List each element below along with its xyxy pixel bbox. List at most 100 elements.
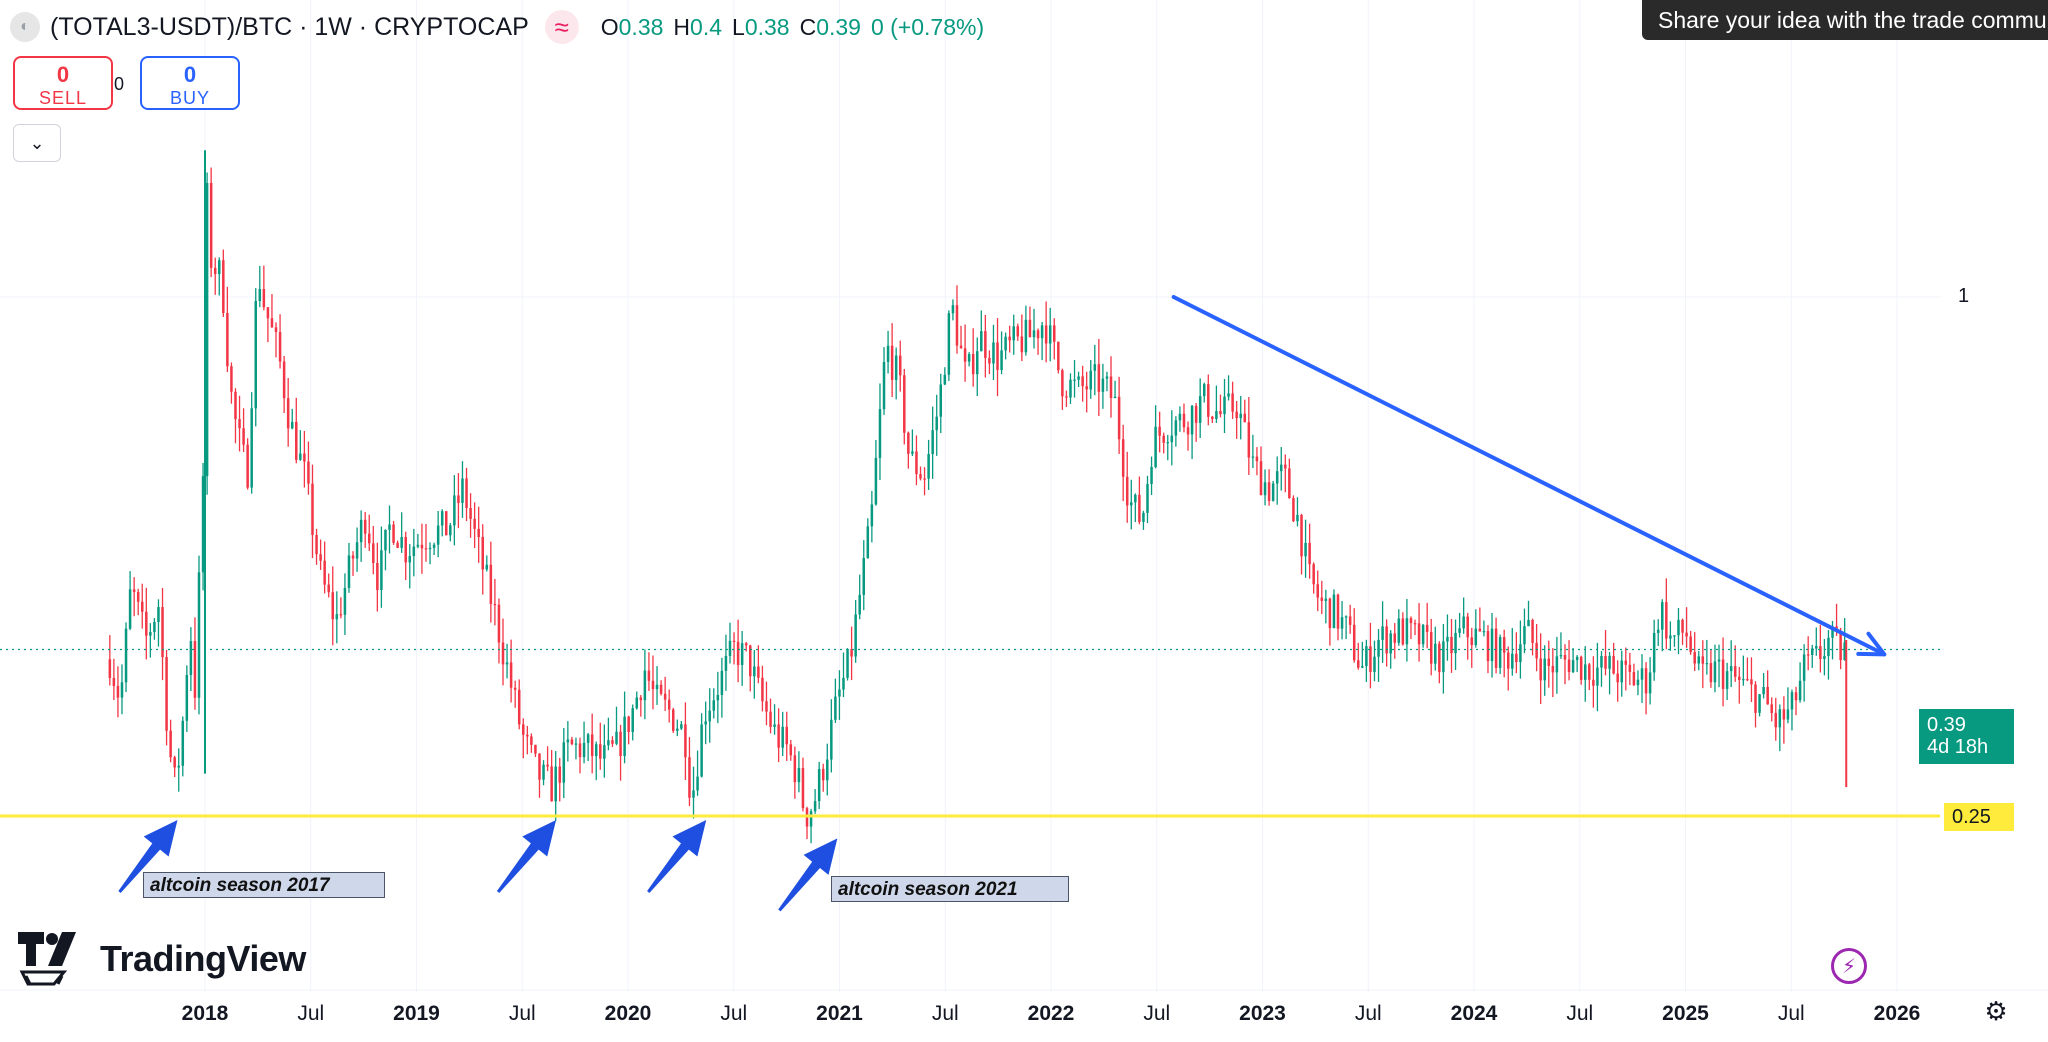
- candle-body: [278, 332, 282, 362]
- candle-body: [424, 548, 428, 550]
- candle-body: [303, 453, 306, 462]
- candle-body: [663, 693, 667, 700]
- candle-body: [1458, 628, 1461, 633]
- candle-body: [1057, 341, 1060, 371]
- candle-body: [509, 662, 513, 688]
- candle-body: [157, 607, 160, 623]
- candle-body: [1506, 652, 1510, 669]
- candle-body: [392, 524, 395, 543]
- candle-body: [1251, 456, 1255, 458]
- candle-body: [894, 355, 898, 380]
- candle-body: [149, 631, 152, 636]
- candle-body: [574, 743, 578, 745]
- candle-body: [1466, 616, 1469, 638]
- arrow-shape: [118, 820, 178, 893]
- candle-body: [1227, 393, 1230, 397]
- candle-body: [1223, 396, 1226, 415]
- collapse-legend-button[interactable]: ⌄: [13, 124, 61, 162]
- candle-body: [1381, 626, 1384, 640]
- candle-body: [185, 674, 189, 721]
- candle-body: [1644, 668, 1648, 694]
- candle-body: [1271, 483, 1275, 501]
- time-axis-tick-label: Jul: [720, 1002, 747, 1025]
- candle-body: [1190, 405, 1194, 435]
- candle-body: [1296, 514, 1299, 522]
- candle-body: [1279, 464, 1283, 472]
- candle-body: [1316, 584, 1319, 598]
- candle-body: [1328, 598, 1332, 629]
- time-axis-tick-label: 2019: [393, 1002, 440, 1025]
- candle-body: [1413, 623, 1417, 625]
- candle-body: [728, 640, 732, 656]
- candle-body: [1442, 641, 1445, 673]
- candle-body: [1563, 654, 1567, 660]
- candle-body: [1661, 602, 1664, 630]
- indicator-wave-icon[interactable]: ≈: [544, 10, 579, 44]
- candle-body: [120, 682, 124, 698]
- candle-body: [1547, 658, 1551, 666]
- arrow-marker: [778, 838, 838, 912]
- candle-body: [457, 495, 460, 503]
- candle-body: [696, 776, 699, 791]
- gear-icon[interactable]: ⚙: [1984, 995, 2008, 1026]
- candle-body: [1109, 376, 1113, 399]
- flash-icon[interactable]: ⚡: [1831, 948, 1867, 984]
- candle-body: [870, 504, 874, 527]
- candle-body: [919, 474, 922, 479]
- time-axis: 2018 Jul 2019 Jul 2020 Jul 2021 Jul 2022 Jul 2023 J…: [182, 1002, 1921, 1025]
- candle-body: [481, 536, 484, 570]
- candle-body: [1332, 594, 1336, 629]
- candle-body: [1178, 413, 1182, 421]
- candle-body: [1373, 656, 1376, 672]
- candle-body: [866, 526, 870, 559]
- time-axis-tick-label: Jul: [1355, 1002, 1382, 1025]
- candle-body: [1198, 396, 1202, 423]
- candle-body: [1604, 656, 1607, 669]
- candle-body: [1527, 619, 1530, 627]
- candle-body: [1656, 629, 1660, 633]
- candle-body: [1207, 384, 1210, 417]
- candle-body: [1673, 635, 1676, 637]
- candle-body: [1815, 646, 1818, 649]
- candle-body: [1620, 660, 1623, 683]
- candle-body: [282, 361, 286, 399]
- candle-body: [136, 592, 140, 602]
- tradingview-logo[interactable]: TradingView: [18, 932, 306, 986]
- candle-body: [234, 391, 237, 420]
- candle-body: [432, 544, 436, 548]
- candle-body: [359, 519, 363, 543]
- candle-body: [1729, 666, 1733, 672]
- candle-body: [1669, 635, 1672, 639]
- candle-body: [975, 351, 979, 375]
- candle-body: [688, 757, 691, 798]
- candle-body: [453, 495, 456, 526]
- candle-body: [307, 461, 310, 484]
- candle-body: [197, 572, 201, 698]
- candle-body: [732, 640, 736, 642]
- spread-value: 0: [114, 74, 125, 94]
- candle-body: [599, 744, 602, 759]
- candle-body: [1494, 628, 1498, 668]
- chevron-down-icon: ⌄: [29, 132, 45, 153]
- candle-body: [165, 657, 168, 731]
- candle-body: [1539, 658, 1542, 681]
- candle-body: [1065, 396, 1068, 398]
- symbol-title[interactable]: (TOTAL3-USDT)/BTC · 1W · CRYPTOCAP: [50, 12, 529, 41]
- candle-body: [692, 790, 695, 798]
- time-axis-tick-label: Jul: [1778, 1002, 1805, 1025]
- candle-body: [493, 603, 497, 606]
- sell-button[interactable]: 0 SELL: [13, 56, 113, 110]
- candle-body: [108, 659, 112, 678]
- candle-body: [1048, 325, 1052, 344]
- annotation-altcoin-season-2017[interactable]: altcoin season 2017: [143, 872, 385, 898]
- arrow-shape: [496, 820, 557, 893]
- candle-body: [1450, 636, 1453, 654]
- annotation-altcoin-season-2021[interactable]: altcoin season 2021: [831, 876, 1069, 902]
- candle-body: [1498, 637, 1502, 668]
- candle-body: [1575, 656, 1579, 661]
- buy-button[interactable]: 0 BUY: [140, 56, 240, 110]
- candle-body: [1798, 680, 1802, 701]
- candle-body: [842, 677, 845, 690]
- candle-body: [903, 375, 906, 433]
